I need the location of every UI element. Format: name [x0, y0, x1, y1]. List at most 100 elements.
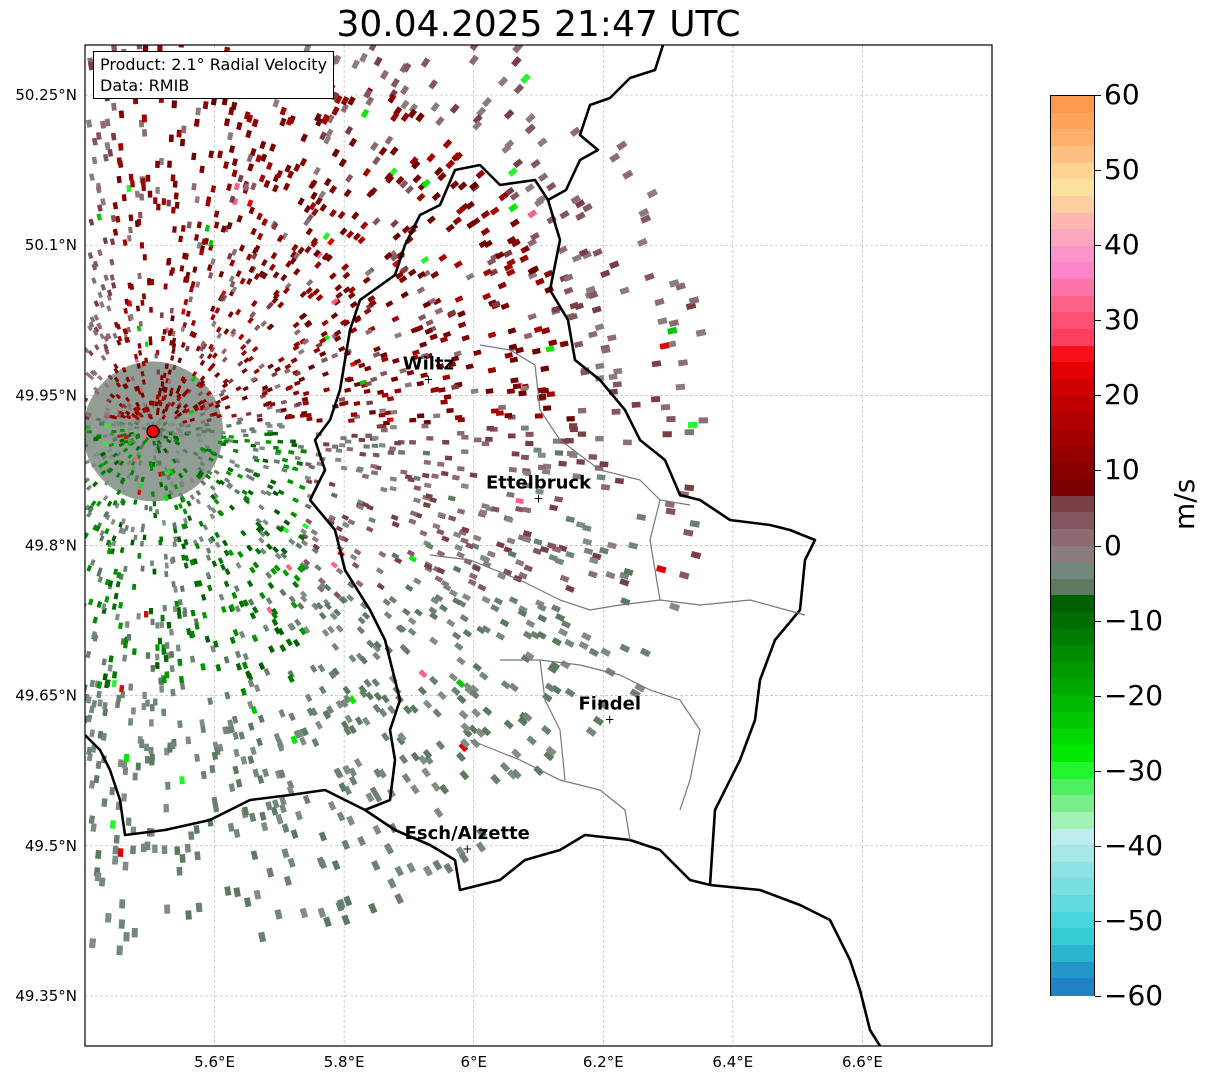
colorbar-cell: [1051, 728, 1094, 746]
border-france-luxembourg: [364, 808, 711, 892]
border-france-belgium: [85, 734, 366, 837]
lat-tick-label: 49.65°N: [15, 687, 77, 705]
colorbar: [1050, 95, 1095, 996]
colorbar-tick: [1095, 620, 1101, 622]
colorbar-cell: [1051, 245, 1094, 264]
colorbar-cell: [1051, 329, 1094, 347]
colorbar-tick: [1095, 395, 1101, 397]
city-label: Findel: [578, 694, 641, 715]
colorbar-tick-label: 60: [1104, 78, 1140, 111]
colorbar-cell: [1051, 645, 1094, 663]
colorbar-cell: [1051, 445, 1094, 463]
colorbar-cell: [1051, 761, 1094, 780]
radar-velocity-field: [85, 45, 709, 956]
colorbar-cell: [1051, 612, 1094, 630]
colorbar-cell: [1051, 212, 1094, 230]
colorbar-cell: [1051, 961, 1094, 979]
border-luxembourg-germany: [546, 199, 817, 886]
colorbar-cell: [1051, 478, 1094, 497]
colorbar-cell: [1051, 379, 1094, 397]
city-markers: +Wiltz+Ettelbruck+Findel+Esch/Alzette: [403, 353, 641, 855]
canton-boundaries: [429, 344, 806, 841]
colorbar-tick: [1095, 545, 1101, 547]
colorbar-tick-label: −60: [1104, 979, 1164, 1012]
country-borders: [85, 45, 882, 1046]
colorbar-cell: [1051, 362, 1094, 380]
lon-tick-label: 5.8°E: [324, 1053, 365, 1071]
colorbar-cell: [1051, 711, 1094, 730]
colorbar-tick-label: 30: [1104, 303, 1140, 337]
colorbar-cell: [1051, 179, 1094, 197]
colorbar-cell: [1051, 295, 1094, 313]
colorbar-tick: [1095, 170, 1101, 172]
colorbar-tick-label: −10: [1104, 603, 1164, 637]
longitude-axis: 5.6°E 5.8°E 6°E 6.2°E 6.4°E 6.6°E: [194, 1053, 883, 1071]
city-marker-icon: +: [462, 842, 472, 856]
map-border: [84, 44, 993, 1047]
colorbar-cell: [1051, 395, 1094, 413]
colorbar-cell: [1051, 978, 1094, 996]
colorbar-tick-label: −40: [1104, 828, 1164, 862]
colorbar-tick-label: 0: [1104, 528, 1122, 562]
colorbar-cell: [1051, 229, 1094, 247]
latitude-axis: 50.25°N 50.1°N 49.95°N 49.8°N 49.65°N 49.5°N 4…: [15, 86, 77, 1005]
colorbar-cell: [1051, 96, 1094, 114]
colorbar-cell: [1051, 828, 1094, 846]
colorbar-cell: [1051, 562, 1094, 580]
lon-tick-label: 6.2°E: [583, 1053, 624, 1071]
colorbar-cell: [1051, 678, 1094, 696]
colorbar-tick: [1095, 845, 1101, 847]
lat-tick-label: 49.35°N: [15, 987, 77, 1005]
colorbar-cell: [1051, 495, 1094, 513]
colorbar-tick: [1095, 996, 1101, 997]
lat-tick-label: 49.8°N: [25, 537, 77, 555]
colorbar-tick-label: −30: [1104, 753, 1164, 787]
product-info-box: Product: 2.1° Radial Velocity Data: RMIB: [93, 51, 335, 99]
colorbar-cell: [1051, 462, 1094, 480]
city-marker-icon: +: [605, 713, 615, 727]
colorbar-cell: [1051, 745, 1094, 763]
radar-map: 50.25°N 50.1°N 49.95°N 49.8°N 49.65°N 49.5°N 4…: [15, 44, 993, 1071]
colorbar-cell: [1051, 595, 1094, 613]
city-label: Esch/Alzette: [405, 823, 530, 844]
colorbar-unit-label: m/s: [1168, 478, 1201, 530]
city-label: Wiltz: [403, 353, 454, 374]
colorbar-cell: [1051, 628, 1094, 646]
product-line: Product: 2.1° Radial Velocity: [100, 55, 328, 74]
lat-tick-label: 49.95°N: [15, 386, 77, 404]
data-source-line: Data: RMIB: [100, 76, 190, 95]
chart-title: 30.04.2025 21:47 UTC: [336, 4, 741, 45]
lon-tick-label: 5.6°E: [194, 1053, 235, 1071]
city-label: Ettelbruck: [486, 472, 592, 493]
colorbar-tick-label: −20: [1104, 678, 1164, 712]
colorbar-tick: [1095, 770, 1101, 772]
colorbar-cell: [1051, 162, 1094, 180]
colorbar-cell: [1051, 545, 1094, 563]
city-marker-icon: +: [423, 372, 433, 386]
colorbar-cell: [1051, 312, 1094, 330]
colorbar-cell: [1051, 428, 1094, 447]
colorbar-cell: [1051, 662, 1094, 680]
colorbar-tick: [1095, 95, 1101, 96]
colorbar-cell: [1051, 911, 1094, 929]
colorbar-tick: [1095, 470, 1101, 472]
colorbar-cell: [1051, 412, 1094, 430]
colorbar-cell: [1051, 578, 1094, 597]
colorbar-tick-label: −50: [1104, 903, 1164, 937]
colorbar-cell: [1051, 345, 1094, 363]
lon-tick-label: 6.6°E: [842, 1053, 883, 1071]
city-marker-icon: +: [533, 491, 543, 505]
colorbar-tick-label: 50: [1104, 153, 1140, 187]
colorbar-cell: [1051, 528, 1094, 547]
lon-tick-label: 6.4°E: [712, 1053, 753, 1071]
border-belgium-luxembourg: [308, 45, 665, 812]
colorbar-cell: [1051, 861, 1094, 880]
colorbar-cell: [1051, 928, 1094, 946]
colorbar-tick: [1095, 695, 1101, 697]
colorbar-tick: [1095, 245, 1101, 247]
border-france-germany: [709, 883, 882, 1046]
colorbar-cell: [1051, 512, 1094, 530]
colorbar-cell: [1051, 878, 1094, 896]
colorbar-cell: [1051, 695, 1094, 713]
colorbar-tick: [1095, 920, 1101, 922]
